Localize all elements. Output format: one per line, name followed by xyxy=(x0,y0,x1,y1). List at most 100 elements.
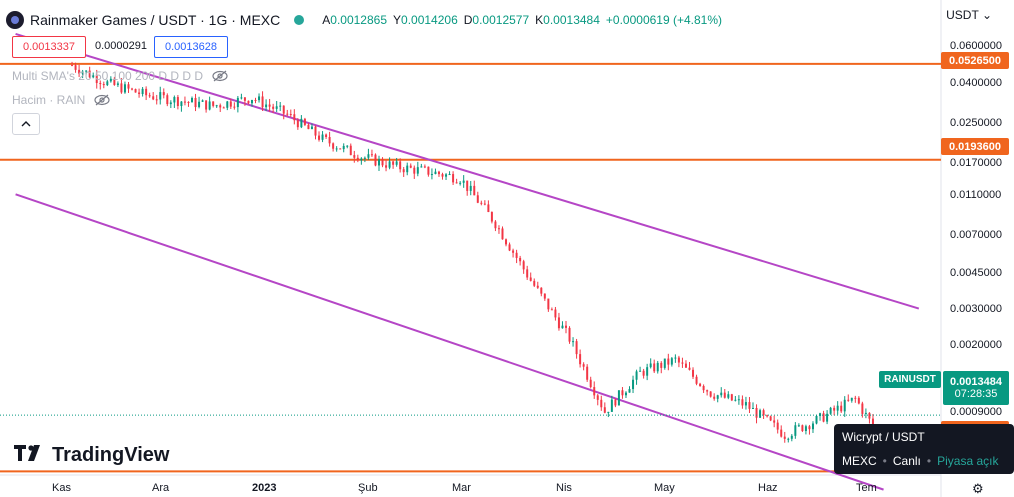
candle-body xyxy=(74,65,77,70)
candle-body xyxy=(617,390,620,406)
candle-body xyxy=(353,155,356,158)
candle-body xyxy=(395,161,398,165)
x-axis-label: 2023 xyxy=(252,482,277,494)
candle-body xyxy=(183,101,186,103)
candle-body xyxy=(116,83,119,85)
candle-body xyxy=(462,180,465,183)
tradingview-logo[interactable]: TradingView xyxy=(14,444,169,467)
candle-body xyxy=(639,370,642,372)
candle-body xyxy=(303,118,306,125)
candle-body xyxy=(85,70,88,72)
candle-body xyxy=(282,105,285,114)
y-axis-label: 0.0170000 xyxy=(950,157,1002,169)
indicator-sma-label: Multi SMA's 20 50 100 200 D D D D xyxy=(12,69,204,83)
market-status-dot-icon xyxy=(294,15,305,25)
candle-body xyxy=(402,169,405,173)
sell-price-button[interactable]: 0.0013337 xyxy=(12,36,86,58)
ohlc-values: A 0.0012865 Y 0.0014206 D 0.0012577 K 0.0013… xyxy=(322,13,728,27)
candle-body xyxy=(674,357,677,359)
eye-hidden-icon[interactable] xyxy=(93,94,111,106)
candle-body xyxy=(162,92,165,96)
candle-body xyxy=(713,396,716,399)
candle-body xyxy=(579,354,582,365)
candle-body xyxy=(360,158,363,161)
candle-body xyxy=(399,161,402,170)
candle-body xyxy=(349,145,352,156)
tooltip-exchange: MEXC xyxy=(842,454,877,468)
candle-body xyxy=(141,88,144,95)
candle-body xyxy=(681,362,684,364)
candle-body xyxy=(565,325,567,328)
candle-body xyxy=(505,239,508,245)
candle-body xyxy=(699,383,702,387)
candle-body xyxy=(95,75,98,84)
candle-body xyxy=(759,410,762,418)
y-axis-label: 0.0250000 xyxy=(950,117,1002,129)
gear-icon[interactable]: ⚙ xyxy=(972,481,984,496)
candle-body xyxy=(159,92,162,100)
indicator-volume[interactable]: Hacim · RAIN xyxy=(12,93,111,107)
candle-body xyxy=(826,413,829,422)
candle-body xyxy=(388,161,391,168)
x-axis-label: Tem xyxy=(856,482,877,494)
candle-body xyxy=(240,97,243,99)
indicator-sma[interactable]: Multi SMA's 20 50 100 200 D D D D xyxy=(12,69,229,83)
candle-body xyxy=(614,399,617,406)
candle-body xyxy=(423,166,426,168)
candle-body xyxy=(88,70,91,78)
candle-body xyxy=(123,84,126,93)
candle-body xyxy=(850,397,853,401)
buy-price-button[interactable]: 0.0013628 xyxy=(154,36,228,58)
candle-body xyxy=(737,399,740,401)
channel-trendline xyxy=(15,32,920,310)
candle-body xyxy=(325,134,328,138)
candle-body xyxy=(219,105,222,108)
candle-body xyxy=(575,341,578,355)
candle-body xyxy=(706,390,709,392)
candle-body xyxy=(653,363,656,372)
x-axis-label: Mar xyxy=(452,482,471,494)
candle-body xyxy=(780,429,783,437)
candle-body xyxy=(628,389,631,393)
candle-body xyxy=(702,386,705,391)
x-axis-label: Kas xyxy=(52,482,71,494)
candle-body xyxy=(339,148,342,150)
separator-dot: • xyxy=(926,454,932,468)
candle-body xyxy=(621,390,624,396)
chart-title[interactable]: Rainmaker Games / USDT · 1G · MEXC xyxy=(30,12,281,28)
horizontal-level-badge[interactable]: 0.0526500 xyxy=(941,52,1009,69)
currency-selector[interactable]: USDT ⌄ xyxy=(946,8,992,22)
candle-body xyxy=(819,413,822,416)
candle-body xyxy=(766,415,769,417)
candle-body xyxy=(864,412,867,414)
candle-body xyxy=(469,185,472,191)
candle-body xyxy=(519,257,522,262)
candle-body xyxy=(773,420,776,423)
collapse-legend-button[interactable] xyxy=(12,113,40,135)
candle-body xyxy=(554,309,557,318)
candle-body xyxy=(378,159,380,166)
tooltip-pair: Wicrypt / USDT xyxy=(842,430,925,444)
candle-body xyxy=(752,407,754,409)
horizontal-level-badge[interactable]: 0.0193600 xyxy=(941,138,1009,155)
candle-body xyxy=(205,100,208,110)
candle-body xyxy=(131,88,134,90)
candle-body xyxy=(646,367,649,376)
chevron-down-icon: ⌄ xyxy=(981,8,992,22)
x-axis-label: Nis xyxy=(556,482,572,494)
candle-body xyxy=(783,436,786,439)
candle-body xyxy=(649,363,652,368)
candle-body xyxy=(385,165,388,168)
candle-body xyxy=(801,425,804,432)
candle-body xyxy=(148,95,151,97)
candle-body xyxy=(173,97,176,103)
eye-hidden-icon[interactable] xyxy=(211,70,229,82)
candle-body xyxy=(840,405,843,412)
candle-body xyxy=(296,120,299,128)
candle-body xyxy=(99,83,102,85)
candle-body xyxy=(727,394,730,398)
candle-body xyxy=(515,252,518,258)
candle-body xyxy=(420,166,423,168)
candle-body xyxy=(815,415,818,424)
